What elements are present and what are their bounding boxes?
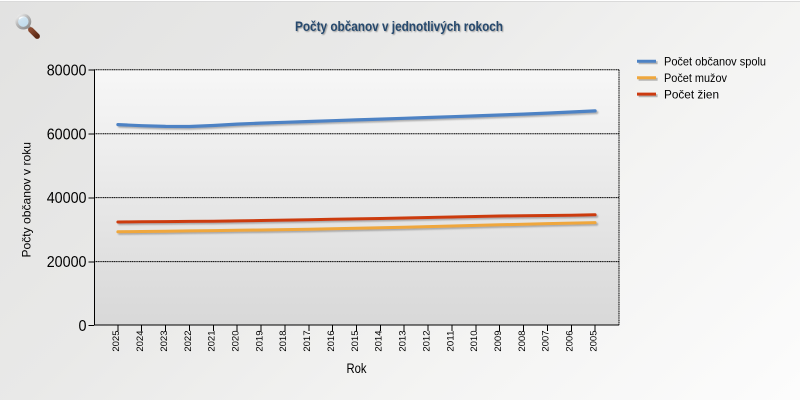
svg-text:2014: 2014	[374, 331, 385, 352]
svg-text:Počty občanov v roku: Počty občanov v roku	[20, 142, 34, 257]
svg-text:20000: 20000	[47, 254, 87, 271]
svg-text:2021: 2021	[207, 331, 218, 352]
svg-text:2025: 2025	[111, 331, 122, 352]
svg-text:Rok: Rok	[347, 361, 368, 377]
svg-text:80000: 80000	[47, 62, 87, 79]
svg-text:2009: 2009	[493, 331, 504, 352]
svg-text:2024: 2024	[135, 331, 146, 352]
svg-text:Počet občanov spolu: Počet občanov spolu	[664, 56, 766, 69]
svg-text:60000: 60000	[47, 126, 87, 143]
svg-text:2019: 2019	[254, 331, 265, 352]
svg-text:2006: 2006	[565, 331, 576, 352]
svg-text:2017: 2017	[302, 331, 313, 352]
svg-text:2012: 2012	[421, 331, 432, 352]
svg-text:2008: 2008	[517, 331, 528, 352]
svg-text:40000: 40000	[47, 190, 87, 207]
svg-text:2020: 2020	[231, 331, 242, 352]
svg-text:2022: 2022	[183, 331, 194, 352]
svg-text:2013: 2013	[398, 331, 409, 352]
svg-text:Počet žien: Počet žien	[664, 88, 719, 101]
svg-text:2005: 2005	[588, 331, 599, 352]
svg-text:Počty občanov v jednotlivých r: Počty občanov v jednotlivých rokoch	[295, 18, 503, 34]
svg-text:Počet mužov: Počet mužov	[664, 72, 727, 85]
svg-text:0: 0	[79, 318, 87, 335]
svg-text:2011: 2011	[445, 331, 456, 352]
svg-text:2007: 2007	[541, 331, 552, 352]
svg-text:2010: 2010	[469, 331, 480, 352]
svg-text:2015: 2015	[350, 331, 361, 352]
svg-text:2018: 2018	[278, 331, 289, 352]
svg-text:2023: 2023	[159, 331, 170, 352]
svg-text:2016: 2016	[326, 331, 337, 352]
